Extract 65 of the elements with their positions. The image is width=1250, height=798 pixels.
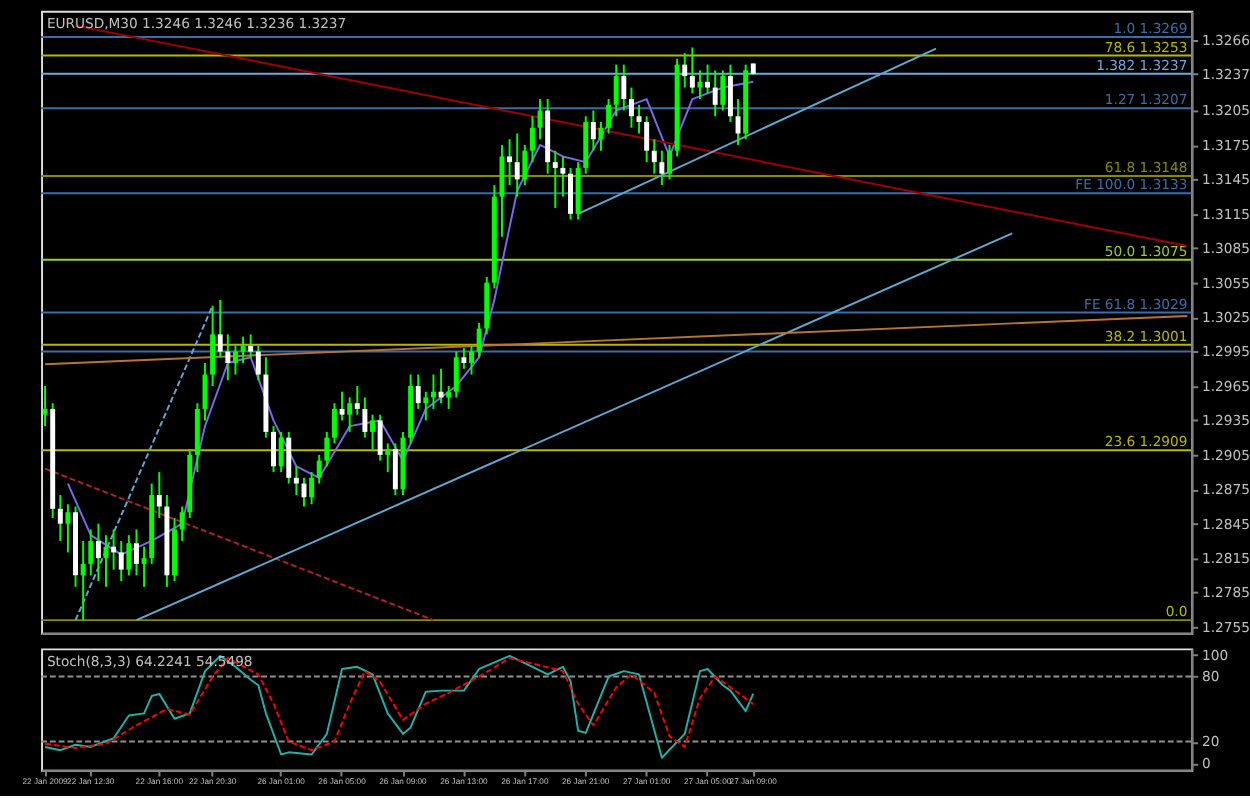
- candlestick: [529, 115, 535, 164]
- candlestick: [659, 149, 665, 187]
- candlestick: [606, 98, 612, 135]
- candlestick: [324, 430, 330, 468]
- candlestick: [377, 413, 383, 462]
- candlestick: [255, 344, 261, 382]
- candlestick: [392, 442, 398, 496]
- candlestick: [179, 505, 185, 542]
- candlestick: [469, 344, 474, 376]
- candlestick: [712, 69, 718, 118]
- candlestick: [522, 143, 528, 187]
- candlestick: [476, 321, 482, 359]
- candlestick: [286, 430, 292, 485]
- candlestick: [42, 385, 48, 428]
- candlestick: [613, 63, 619, 118]
- candlestick: [583, 115, 589, 175]
- candlestick: [309, 471, 315, 506]
- candlestick: [232, 344, 238, 376]
- candlestick: [453, 350, 459, 399]
- candlestick: [575, 161, 581, 221]
- candlestick: [194, 402, 200, 474]
- candlestick: [636, 103, 642, 135]
- candlestick: [720, 69, 726, 112]
- candlestick: [278, 430, 284, 474]
- candlestick: [225, 333, 231, 382]
- candlestick: [651, 138, 657, 175]
- candlestick: [598, 121, 604, 152]
- candlestick: [57, 494, 63, 542]
- candlestick: [172, 516, 178, 583]
- candlestick: [316, 453, 322, 485]
- candlestick: [697, 69, 703, 101]
- candlestick: [514, 132, 520, 198]
- candlestick: [141, 545, 147, 588]
- candlestick: [621, 63, 627, 112]
- candlestick: [347, 396, 353, 433]
- candlestick: [499, 143, 505, 238]
- candlestick: [560, 155, 566, 198]
- candlestick: [537, 98, 543, 141]
- candlestick: [118, 539, 124, 583]
- candlestick: [552, 149, 558, 210]
- candlestick: [370, 413, 375, 451]
- candlestick: [293, 465, 299, 496]
- candlestick: [423, 390, 429, 422]
- candlestick: [95, 522, 101, 583]
- candlestick: [88, 528, 94, 577]
- candlestick: [65, 503, 71, 554]
- candlestick: [667, 143, 672, 181]
- candlestick: [705, 63, 711, 95]
- candlestick: [628, 86, 634, 129]
- candlestick: [689, 46, 695, 95]
- candlestick: [484, 275, 490, 336]
- candlestick: [210, 304, 216, 387]
- candlestick: [354, 385, 360, 416]
- candlestick: [331, 402, 337, 445]
- candlestick: [568, 166, 573, 221]
- candlestick: [644, 115, 650, 164]
- candlestick: [362, 396, 368, 439]
- candlestick: [80, 539, 86, 622]
- candlestick: [727, 63, 733, 123]
- candlestick: [133, 528, 139, 577]
- candlestick: [385, 442, 391, 474]
- candlestick: [126, 534, 132, 577]
- candlestick: [240, 335, 246, 365]
- candlestick: [271, 425, 276, 474]
- candlestick: [248, 333, 254, 359]
